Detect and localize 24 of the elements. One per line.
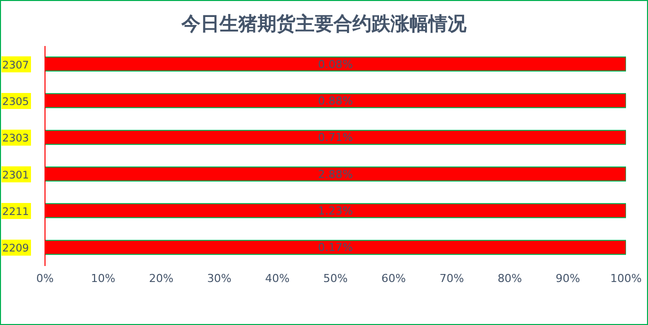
x-tick-label: 40%	[265, 272, 290, 285]
x-tick-label: 100%	[610, 272, 642, 285]
y-tick-label: 2307	[2, 59, 29, 72]
x-tick-label: 20%	[148, 272, 174, 285]
chart-title: 今日生猪期货主要合约跌涨幅情况	[180, 12, 468, 37]
annotation: 1.23%	[318, 204, 353, 218]
y-tick-label: 2303	[2, 132, 29, 145]
x-tick-label: 90%	[556, 272, 580, 285]
x-tick-label: 80%	[498, 272, 522, 285]
y-tick-label: 2301	[2, 169, 29, 182]
x-tick-label: 70%	[439, 272, 464, 285]
annotation: 0.17%	[318, 241, 353, 254]
annotation: 0.88%	[318, 94, 353, 108]
annotation: 0.71%	[318, 131, 353, 144]
annotation: 2.88%	[318, 168, 353, 181]
annotation: 0.08%	[318, 58, 353, 71]
x-tick-label: 10%	[90, 272, 116, 285]
x-tick-label: 30%	[207, 272, 232, 285]
x-tick-label: 50%	[323, 272, 348, 285]
x-tick-label: 0%	[36, 272, 54, 285]
y-tick-label: 2209	[2, 242, 29, 255]
x-tick-label: 60%	[381, 272, 406, 285]
y-tick-label: 2211	[2, 206, 29, 218]
y-tick-label: 2305	[2, 96, 29, 108]
